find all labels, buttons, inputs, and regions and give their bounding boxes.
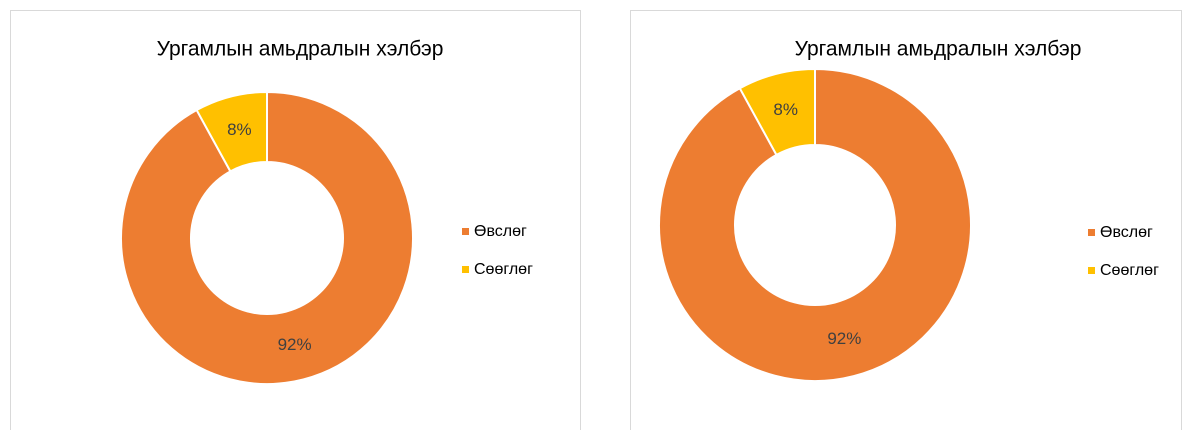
donut-slice bbox=[658, 67, 972, 382]
legend-label: Сөөглөг bbox=[1100, 262, 1159, 279]
legend-label: Сөөглөг bbox=[474, 261, 533, 278]
legend-swatch bbox=[462, 228, 469, 235]
legend-label: Өвслөг bbox=[474, 223, 527, 240]
data-label: 8% bbox=[227, 120, 252, 139]
donut-slice bbox=[120, 90, 414, 385]
donut-slice bbox=[195, 90, 268, 173]
data-label: 8% bbox=[773, 100, 798, 119]
chart-title: Ургамлын амьдралын хэлбэр bbox=[157, 38, 444, 61]
chart-frame bbox=[10, 10, 581, 430]
legend-label: Өвслөг bbox=[1100, 224, 1153, 241]
legend-swatch bbox=[462, 266, 469, 273]
data-label: 92% bbox=[278, 335, 312, 354]
legend-swatch bbox=[1088, 267, 1095, 274]
data-label: 92% bbox=[827, 329, 861, 348]
chart-frame bbox=[630, 10, 1182, 430]
chart-title: Ургамлын амьдралын хэлбэр bbox=[795, 38, 1082, 61]
donut-slice bbox=[738, 67, 816, 157]
legend-swatch bbox=[1088, 229, 1095, 236]
